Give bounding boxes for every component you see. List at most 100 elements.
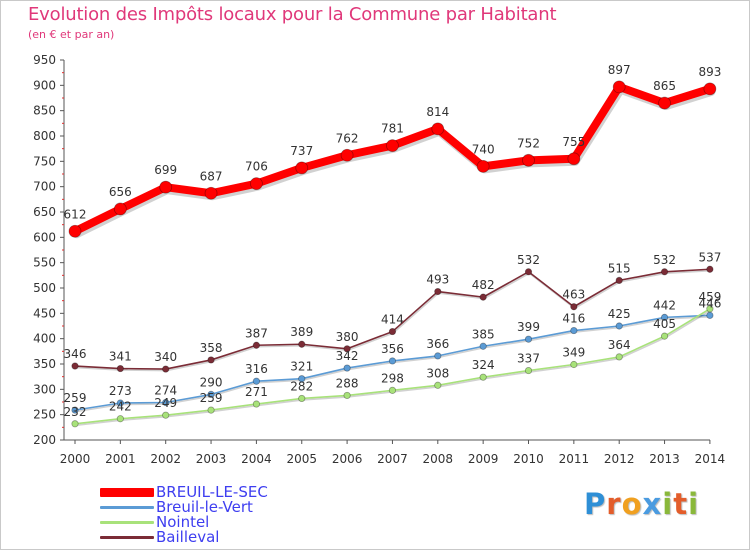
x-tick-label: 2006 (332, 452, 363, 466)
x-tick-label: 2011 (559, 452, 590, 466)
data-label-bailleval: 414 (381, 313, 404, 327)
data-point-breuil-le-sec (113, 202, 127, 216)
logo-letter: x (642, 487, 663, 521)
legend-label: Bailleval (156, 528, 220, 546)
data-label-breuil-le-sec: 737 (290, 144, 313, 158)
data-label-bailleval: 532 (517, 253, 540, 267)
data-label-breuil-le-vert: 416 (562, 312, 585, 326)
data-label-breuil-le-sec: 699 (154, 163, 177, 177)
data-label-breuil-le-vert: 259 (64, 391, 87, 405)
y-tick-label: 400 (33, 332, 56, 346)
legend-item: Nointel (100, 513, 209, 531)
data-point-bailleval (71, 362, 79, 370)
data-point-nointel (116, 415, 124, 423)
logo-letter: r (606, 487, 622, 521)
data-point-nointel (615, 353, 623, 361)
series-line-breuil-le-sec (71, 82, 714, 236)
data-label-nointel: 242 (109, 400, 132, 414)
y-tick-label: 600 (33, 230, 56, 244)
data-point-breuil-le-vert (252, 377, 260, 385)
data-label-bailleval: 493 (426, 273, 449, 287)
data-point-breuil-le-vert (298, 375, 306, 383)
x-tick-label: 2000 (60, 452, 91, 466)
data-point-breuil-le-vert (570, 326, 578, 335)
data-label-bailleval: 482 (472, 278, 495, 292)
data-label-bailleval: 537 (698, 250, 721, 264)
data-point-bailleval (524, 268, 533, 276)
data-point-breuil-le-vert (615, 322, 623, 330)
y-tick-label: 750 (33, 154, 56, 168)
data-point-breuil-le-vert (479, 342, 487, 350)
data-label-breuil-le-vert: 399 (517, 320, 540, 334)
data-label-nointel: 349 (562, 346, 585, 360)
data-point-bailleval (660, 268, 669, 276)
data-label-nointel: 259 (200, 391, 223, 405)
chart-subtitle: (en € et par an) (28, 28, 115, 41)
y-tick-label: 950 (33, 53, 56, 67)
y-tick-label: 350 (33, 357, 56, 371)
logo-letter: i (688, 487, 700, 521)
data-label-breuil-le-sec: 897 (608, 63, 631, 77)
data-point-breuil-le-sec (476, 159, 490, 173)
data-point-breuil-le-sec (68, 224, 82, 238)
data-point-breuil-le-sec (658, 96, 671, 110)
data-point-bailleval (343, 345, 351, 353)
legend-swatch (100, 535, 154, 539)
data-label-breuil-le-sec: 612 (64, 207, 87, 221)
data-point-bailleval (207, 356, 215, 364)
data-point-breuil-le-sec (522, 153, 535, 167)
legend-item: BREUIL-LE-SEC (100, 483, 268, 501)
y-tick-label: 850 (33, 104, 56, 118)
data-point-bailleval (116, 364, 124, 373)
data-point-nointel (434, 381, 442, 389)
proxiti-logo: Proxiti (584, 487, 699, 521)
data-label-bailleval: 340 (154, 350, 177, 364)
data-point-bailleval (479, 293, 487, 301)
data-label-breuil-le-sec: 814 (426, 105, 449, 119)
data-point-breuil-le-sec (340, 148, 354, 162)
data-label-breuil-le-vert: 446 (698, 296, 721, 310)
data-label-bailleval: 463 (562, 288, 585, 302)
x-tick-label: 2013 (649, 452, 680, 466)
data-label-breuil-le-sec: 865 (653, 79, 676, 93)
data-point-bailleval (298, 340, 306, 348)
data-label-breuil-le-sec: 706 (245, 160, 268, 174)
x-tick-label: 2005 (286, 452, 317, 466)
data-label-bailleval: 380 (336, 330, 359, 344)
data-point-breuil-le-vert (207, 390, 215, 398)
legend-item: Bailleval (100, 528, 220, 546)
x-tick-label: 2002 (150, 452, 181, 466)
data-point-bailleval (615, 276, 623, 284)
data-point-nointel (706, 305, 714, 313)
x-tick-label: 2014 (695, 452, 726, 466)
data-point-bailleval (388, 327, 397, 336)
data-label-breuil-le-sec: 752 (517, 136, 540, 150)
data-point-nointel (570, 360, 578, 369)
data-point-breuil-le-sec (159, 180, 173, 194)
series-shadow-breuil-le-sec (72, 85, 716, 239)
data-label-breuil-le-vert: 316 (245, 362, 268, 376)
data-label-breuil-le-sec: 893 (698, 65, 721, 79)
data-point-breuil-le-vert (706, 311, 714, 319)
data-point-breuil-le-vert (162, 398, 170, 407)
data-point-breuil-le-sec (295, 161, 309, 175)
y-tick-label: 900 (33, 78, 56, 92)
data-label-nointel: 288 (336, 376, 359, 390)
data-label-breuil-le-sec: 656 (109, 185, 132, 199)
data-point-bailleval (706, 265, 714, 273)
y-tick-label: 550 (33, 256, 56, 270)
data-point-nointel (207, 406, 215, 414)
data-label-bailleval: 532 (653, 253, 676, 267)
data-point-breuil-le-vert (434, 352, 442, 360)
data-point-bailleval (162, 365, 170, 373)
data-label-breuil-le-vert: 442 (653, 298, 676, 312)
data-label-breuil-le-vert: 274 (154, 384, 177, 398)
y-tick-label: 650 (33, 205, 56, 219)
data-label-nointel: 271 (245, 385, 268, 399)
data-point-breuil-le-sec (386, 139, 399, 153)
data-label-nointel: 249 (154, 396, 177, 410)
x-tick-label: 2001 (105, 452, 136, 466)
legend-item: Breuil-le-Vert (100, 498, 253, 516)
data-label-nointel: 308 (426, 366, 449, 380)
